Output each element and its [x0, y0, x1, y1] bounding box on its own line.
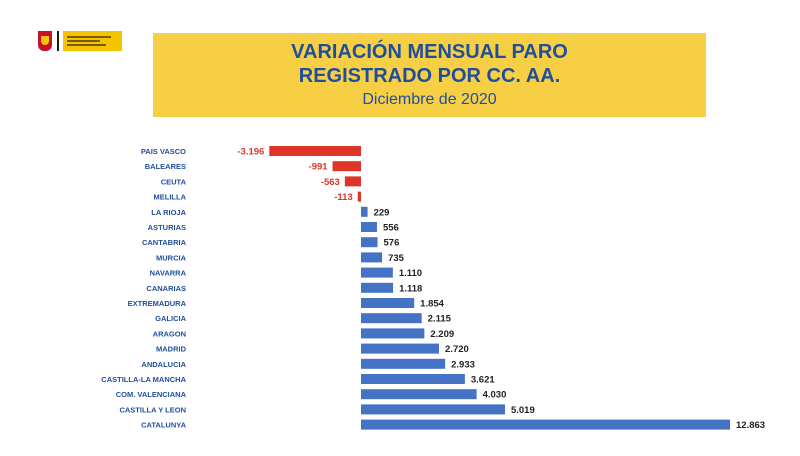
data-label: 576	[384, 238, 400, 249]
data-label: 1.854	[420, 299, 444, 310]
bar	[361, 252, 383, 263]
category-label: NAVARRA	[150, 269, 187, 278]
data-label: 2.115	[428, 314, 452, 325]
title-banner: VARIACIÓN MENSUAL PARO REGISTRADO POR CC…	[153, 33, 706, 117]
chart-title-line-2: REGISTRADO POR CC. AA.	[298, 65, 561, 87]
category-label: CASTILLA Y LEON	[119, 405, 186, 414]
category-label: MADRID	[156, 345, 187, 354]
government-logo	[38, 30, 122, 52]
category-label: ASTURIAS	[148, 223, 186, 232]
chart-title-line-1: VARIACIÓN MENSUAL PARO	[291, 41, 568, 63]
category-label: COM. VALENCIANA	[116, 390, 187, 399]
category-label: GALICIA	[155, 314, 186, 323]
bar	[361, 298, 415, 308]
category-label: CASTILLA-LA MANCHA	[101, 375, 186, 384]
chart-subtitle: Diciembre de 2020	[362, 91, 497, 108]
bar	[344, 176, 361, 187]
data-label: 556	[383, 223, 399, 234]
category-label: ARAGON	[153, 329, 186, 338]
data-label: -3.196	[237, 147, 264, 158]
bar	[361, 343, 440, 354]
category-label: MELILLA	[154, 193, 187, 202]
bar	[361, 328, 425, 339]
data-label: 1.118	[399, 283, 422, 294]
category-label: ANDALUCIA	[141, 360, 186, 369]
data-label: 12.863	[736, 420, 765, 431]
data-label: 5.019	[511, 405, 535, 416]
logo-divider	[57, 31, 59, 51]
category-label: MURCIA	[156, 253, 187, 262]
data-label: 4.030	[483, 390, 507, 401]
bar	[361, 419, 730, 430]
category-label: CANTABRIA	[142, 238, 187, 247]
bar	[332, 161, 361, 172]
data-label: 735	[388, 253, 405, 264]
category-label: EXTREMADURA	[128, 299, 187, 308]
coat-of-arms-icon	[38, 31, 52, 51]
data-label: 1.110	[399, 268, 422, 279]
category-label: LA RIOJA	[151, 208, 186, 217]
bar	[361, 404, 505, 415]
category-label: PAIS VASCO	[141, 147, 186, 156]
bar	[361, 222, 377, 232]
bar	[361, 358, 446, 369]
category-label: CATALUNYA	[141, 421, 186, 430]
data-label: 2.933	[451, 359, 475, 370]
bar	[361, 313, 422, 324]
bar	[361, 374, 465, 384]
bar	[361, 389, 477, 400]
bar	[361, 237, 378, 248]
data-label: -563	[321, 177, 340, 188]
bar	[361, 282, 394, 293]
bar	[361, 267, 393, 278]
bar	[269, 146, 361, 156]
data-label: 3.621	[471, 375, 495, 386]
data-label: -991	[309, 162, 329, 173]
bar	[357, 191, 361, 202]
category-label: BALEARES	[145, 162, 186, 171]
data-label: -113	[334, 192, 353, 203]
category-label: CEUTA	[161, 177, 187, 186]
bar	[361, 206, 368, 217]
data-label: 229	[374, 207, 390, 218]
data-label: 2.720	[445, 344, 469, 355]
ministry-name-mark	[63, 31, 122, 51]
data-label: 2.209	[430, 329, 454, 340]
category-label: CANARIAS	[146, 284, 186, 293]
